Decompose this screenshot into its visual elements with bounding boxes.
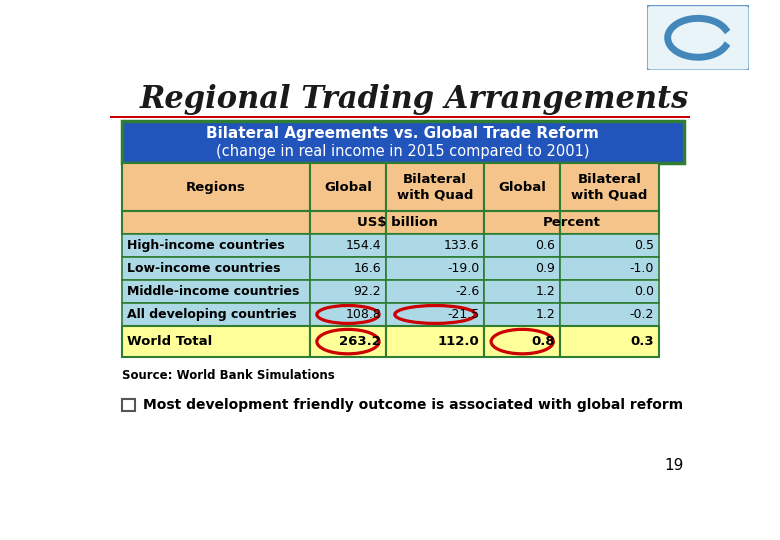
Bar (109, 116, 690, 118)
Text: Middle-income countries: Middle-income countries (126, 285, 299, 298)
Text: Bilateral
with Quad: Bilateral with Quad (397, 173, 473, 201)
Text: 154.4: 154.4 (346, 239, 381, 252)
FancyBboxPatch shape (647, 5, 750, 71)
Text: Low-income countries: Low-income countries (126, 262, 280, 275)
Text: Bilateral
with Quad: Bilateral with Quad (571, 173, 647, 201)
Text: 0.3: 0.3 (630, 335, 654, 348)
Bar (386, 326, 484, 357)
Bar (122, 326, 310, 357)
Text: 263.2: 263.2 (339, 335, 381, 348)
Text: 0.6: 0.6 (536, 239, 555, 252)
Bar (386, 257, 484, 280)
Bar (484, 234, 560, 257)
Text: World Total: World Total (126, 335, 211, 348)
Text: 0.0: 0.0 (633, 285, 654, 298)
Text: Most development friendly outcome is associated with global reform: Most development friendly outcome is ass… (144, 398, 683, 412)
Text: High-income countries: High-income countries (126, 239, 284, 252)
Text: 0.8: 0.8 (532, 335, 555, 348)
Bar (122, 280, 310, 303)
Bar (560, 211, 658, 234)
Bar (484, 257, 560, 280)
Text: 108.8: 108.8 (346, 308, 381, 321)
Text: 19: 19 (665, 458, 684, 473)
Bar (386, 163, 484, 211)
Bar (560, 326, 658, 357)
Text: All developing countries: All developing countries (126, 308, 296, 321)
Bar (484, 211, 560, 234)
Bar (386, 211, 484, 234)
Bar (310, 234, 386, 257)
Bar (122, 163, 310, 211)
Bar (560, 234, 658, 257)
Text: 92.2: 92.2 (353, 285, 381, 298)
Bar (310, 257, 386, 280)
Text: Global: Global (498, 181, 546, 194)
Bar (122, 121, 684, 163)
Bar (122, 303, 310, 326)
Bar (122, 234, 310, 257)
Text: 0.9: 0.9 (536, 262, 555, 275)
Bar (122, 211, 310, 234)
Bar (122, 399, 135, 411)
Text: -21.5: -21.5 (447, 308, 480, 321)
Bar (310, 163, 386, 211)
Text: 133.6: 133.6 (444, 239, 480, 252)
Text: Regions: Regions (186, 181, 246, 194)
Bar (484, 280, 560, 303)
Text: (change in real income in 2015 compared to 2001): (change in real income in 2015 compared … (216, 144, 590, 159)
Text: 1.2: 1.2 (536, 285, 555, 298)
Bar (310, 326, 386, 357)
Bar (122, 257, 310, 280)
Text: -1.0: -1.0 (629, 262, 654, 275)
Text: 1.2: 1.2 (536, 308, 555, 321)
Bar (560, 163, 658, 211)
Text: -0.2: -0.2 (629, 308, 654, 321)
Bar (310, 211, 386, 234)
Bar (560, 280, 658, 303)
Text: Bilateral Agreements vs. Global Trade Reform: Bilateral Agreements vs. Global Trade Re… (207, 126, 599, 141)
Bar (560, 257, 658, 280)
Text: Source: World Bank Simulations: Source: World Bank Simulations (122, 369, 335, 382)
Bar (386, 280, 484, 303)
Text: 16.6: 16.6 (353, 262, 381, 275)
Bar (310, 303, 386, 326)
Text: Global: Global (324, 181, 372, 194)
Text: Percent: Percent (543, 217, 601, 230)
Bar (484, 163, 560, 211)
Text: -2.6: -2.6 (456, 285, 480, 298)
Bar (484, 303, 560, 326)
Bar (560, 303, 658, 326)
Text: 0.5: 0.5 (633, 239, 654, 252)
Text: -19.0: -19.0 (447, 262, 480, 275)
Text: 112.0: 112.0 (438, 335, 480, 348)
Bar (386, 234, 484, 257)
Bar (386, 303, 484, 326)
Text: Regional Trading Arrangements: Regional Trading Arrangements (140, 84, 689, 114)
Bar (310, 280, 386, 303)
Bar (484, 326, 560, 357)
Text: US$ billion: US$ billion (356, 217, 438, 230)
